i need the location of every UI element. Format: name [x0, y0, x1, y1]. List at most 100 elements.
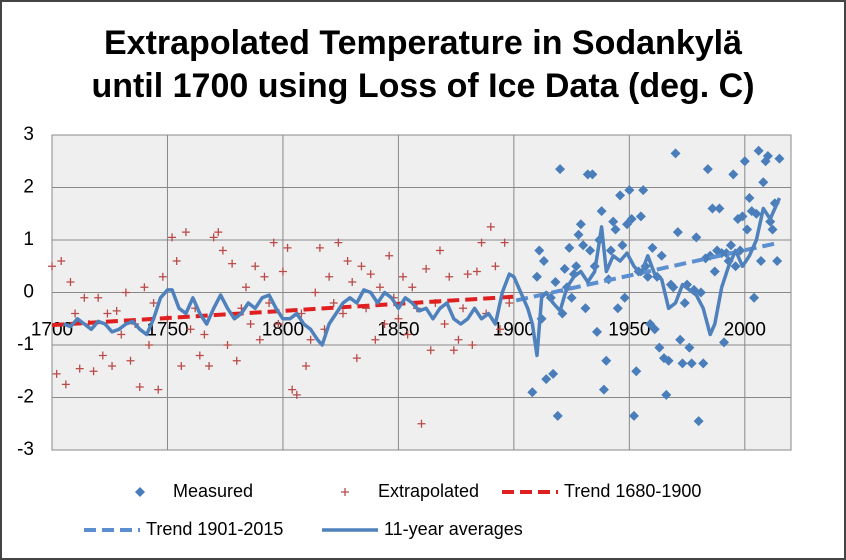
y-tick-label: -1 [17, 334, 34, 355]
data-point [592, 326, 603, 337]
data-point [725, 240, 736, 251]
data-point [762, 151, 773, 161]
data-point [394, 314, 403, 323]
x-tick-label: 1900 [493, 320, 535, 341]
data-point [445, 272, 454, 281]
data-point [709, 266, 720, 277]
data-point [649, 324, 660, 335]
data-point [177, 362, 186, 370]
y-tick-label: 0 [23, 282, 34, 303]
data-point [218, 246, 227, 255]
data-point [269, 238, 278, 247]
legend-item: Extrapolated [341, 481, 479, 501]
legend-label: 11-year averages [384, 519, 523, 539]
data-point [578, 240, 589, 251]
data-point [140, 283, 149, 292]
data-point [601, 355, 612, 366]
data-point [209, 233, 218, 242]
data-point [117, 330, 126, 339]
data-point [626, 214, 637, 224]
data-point [149, 299, 158, 307]
legend-item: Trend 1901-2015 [84, 519, 283, 539]
data-point [334, 238, 343, 247]
data-point [260, 272, 269, 281]
data-point [108, 362, 117, 370]
data-point [679, 298, 690, 308]
data-point [154, 385, 163, 394]
data-point [672, 227, 683, 238]
data-point [505, 299, 514, 307]
data-point [642, 271, 653, 282]
data-point [468, 341, 477, 349]
data-point [714, 203, 725, 214]
data-point [283, 243, 292, 252]
data-point [422, 264, 431, 273]
data-line [51, 294, 515, 328]
data-point [730, 261, 741, 272]
data-point [66, 278, 75, 286]
legend-label: Trend 1901-2015 [146, 519, 283, 539]
data-point [744, 193, 755, 203]
data-point [695, 287, 706, 298]
data-point [61, 380, 70, 389]
data-point [559, 263, 570, 274]
data-point [168, 233, 177, 242]
data-point [753, 145, 764, 156]
data-point [121, 288, 130, 297]
data-point [670, 148, 681, 159]
data-point [440, 320, 449, 328]
data-point [548, 368, 559, 379]
data-point [728, 169, 739, 180]
data-point [552, 410, 563, 421]
data-point [656, 250, 667, 261]
data-point [555, 164, 566, 175]
legend-item: Measured [135, 481, 253, 501]
data-point [311, 288, 320, 297]
data-point [348, 278, 357, 286]
data-point [459, 304, 468, 313]
data-point [103, 309, 112, 318]
data-point [181, 228, 190, 237]
data-point [668, 282, 679, 293]
data-point [251, 262, 260, 271]
data-point [755, 256, 766, 266]
data-point [686, 358, 697, 369]
data-point [135, 383, 144, 391]
data-point [325, 272, 334, 281]
data-point [751, 208, 762, 219]
data-point [749, 292, 760, 303]
data-point [772, 256, 783, 266]
data-point [541, 374, 552, 385]
data-point [534, 245, 545, 256]
legend-marker [341, 488, 349, 496]
data-point [366, 270, 375, 279]
data-point [531, 271, 542, 282]
data-point [380, 320, 389, 328]
data-point [774, 153, 785, 164]
data-point [228, 259, 237, 268]
data-point [575, 219, 586, 230]
x-tick-label: 1850 [377, 320, 419, 341]
data-point [200, 330, 209, 339]
data-point [94, 293, 103, 302]
data-point [288, 385, 297, 394]
data-point [573, 229, 584, 240]
x-tick-label: 2000 [724, 320, 766, 341]
chart-title: Extrapolated Temperature in Sodankylä [104, 24, 742, 62]
x-tick-label: 1800 [262, 320, 304, 341]
y-tick-label: 2 [23, 177, 34, 198]
data-point [550, 277, 561, 287]
data-point [635, 211, 646, 222]
data-point [255, 335, 264, 344]
data-line [62, 197, 782, 358]
data-point [52, 369, 61, 378]
data-point [654, 342, 665, 353]
data-point [538, 256, 549, 266]
data-point [566, 292, 577, 303]
data-point [647, 242, 658, 253]
data-point [246, 320, 255, 328]
data-point [449, 346, 458, 355]
data-point [628, 410, 639, 421]
legend-marker [135, 487, 145, 497]
